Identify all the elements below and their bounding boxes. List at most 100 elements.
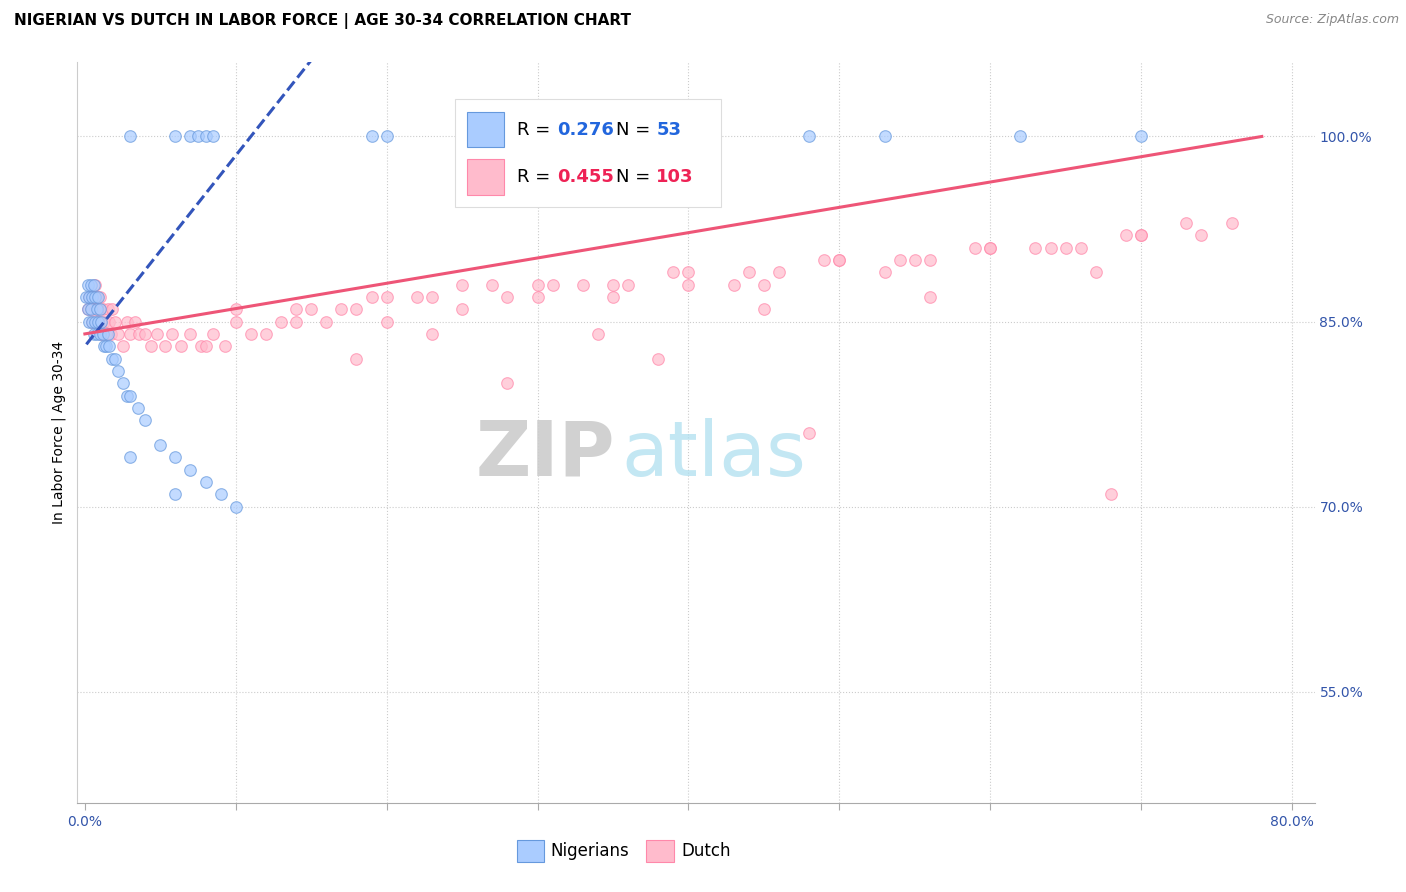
Point xyxy=(120,129,142,144)
Point xyxy=(149,438,172,452)
FancyBboxPatch shape xyxy=(467,159,505,194)
Point xyxy=(90,326,112,341)
Point xyxy=(120,450,142,465)
Point xyxy=(165,487,187,501)
Point xyxy=(194,339,217,353)
Point xyxy=(586,326,609,341)
Point xyxy=(187,129,209,144)
Point xyxy=(80,277,103,292)
Point xyxy=(360,129,382,144)
Point xyxy=(270,315,292,329)
Point xyxy=(84,315,107,329)
Point xyxy=(346,302,368,317)
Point xyxy=(101,351,124,366)
Point xyxy=(1054,240,1077,255)
Point xyxy=(678,277,700,292)
Point xyxy=(124,315,146,329)
Point xyxy=(1130,228,1153,243)
Text: Dutch: Dutch xyxy=(681,842,731,860)
Point xyxy=(965,240,987,255)
Point xyxy=(602,277,624,292)
Point xyxy=(420,290,443,304)
Point xyxy=(828,252,851,267)
Point xyxy=(225,315,247,329)
Point xyxy=(87,290,110,304)
Point xyxy=(496,376,519,391)
Point xyxy=(1130,228,1153,243)
Point xyxy=(153,339,176,353)
Y-axis label: In Labor Force | Age 30-34: In Labor Force | Age 30-34 xyxy=(52,341,66,524)
Point xyxy=(128,326,150,341)
Point xyxy=(918,290,941,304)
Point xyxy=(86,302,108,317)
Point xyxy=(904,252,927,267)
Point xyxy=(94,326,117,341)
Point xyxy=(146,326,169,341)
FancyBboxPatch shape xyxy=(647,840,673,862)
Point xyxy=(678,265,700,279)
Point xyxy=(190,339,212,353)
Text: 0.276: 0.276 xyxy=(557,120,614,138)
Point xyxy=(79,290,101,304)
Point xyxy=(873,265,896,279)
Text: ZIP: ZIP xyxy=(477,417,616,491)
Point xyxy=(75,290,97,304)
Point xyxy=(111,339,134,353)
Point xyxy=(375,315,398,329)
Point xyxy=(82,315,104,329)
Point xyxy=(285,302,308,317)
Point xyxy=(83,290,105,304)
Point xyxy=(115,389,138,403)
Point xyxy=(209,487,232,501)
Point xyxy=(83,277,105,292)
Point xyxy=(79,315,101,329)
Point xyxy=(1115,228,1137,243)
Point xyxy=(90,315,112,329)
Point xyxy=(752,302,775,317)
Point xyxy=(405,290,427,304)
Point xyxy=(330,302,353,317)
Point xyxy=(451,277,474,292)
Point xyxy=(91,326,114,341)
Point xyxy=(89,302,111,317)
Point xyxy=(77,277,100,292)
Point xyxy=(179,463,201,477)
Point xyxy=(77,302,100,317)
Point xyxy=(202,326,225,341)
Point xyxy=(111,376,134,391)
Point xyxy=(225,302,247,317)
Point xyxy=(662,265,685,279)
Point xyxy=(87,315,110,329)
Text: N =: N = xyxy=(616,168,655,186)
Point xyxy=(889,252,911,267)
Text: R =: R = xyxy=(516,168,555,186)
Point xyxy=(165,129,187,144)
Point xyxy=(828,252,851,267)
Point xyxy=(84,290,107,304)
Point xyxy=(84,277,107,292)
Point xyxy=(79,290,101,304)
Point xyxy=(254,326,277,341)
Point xyxy=(1130,129,1153,144)
Point xyxy=(83,326,105,341)
Point xyxy=(134,326,156,341)
Point xyxy=(96,302,118,317)
Point xyxy=(285,315,308,329)
Point xyxy=(82,290,104,304)
Point xyxy=(1175,216,1198,230)
Point xyxy=(214,339,236,353)
Point xyxy=(89,290,111,304)
Point xyxy=(101,302,124,317)
Point xyxy=(98,339,121,353)
Text: R =: R = xyxy=(516,120,555,138)
Point xyxy=(120,389,142,403)
Point xyxy=(572,277,595,292)
Point xyxy=(165,450,187,465)
Point xyxy=(225,500,247,514)
Text: atlas: atlas xyxy=(621,417,807,491)
Point xyxy=(93,315,115,329)
Point xyxy=(86,290,108,304)
Point xyxy=(86,326,108,341)
Point xyxy=(813,252,835,267)
Point xyxy=(94,339,117,353)
